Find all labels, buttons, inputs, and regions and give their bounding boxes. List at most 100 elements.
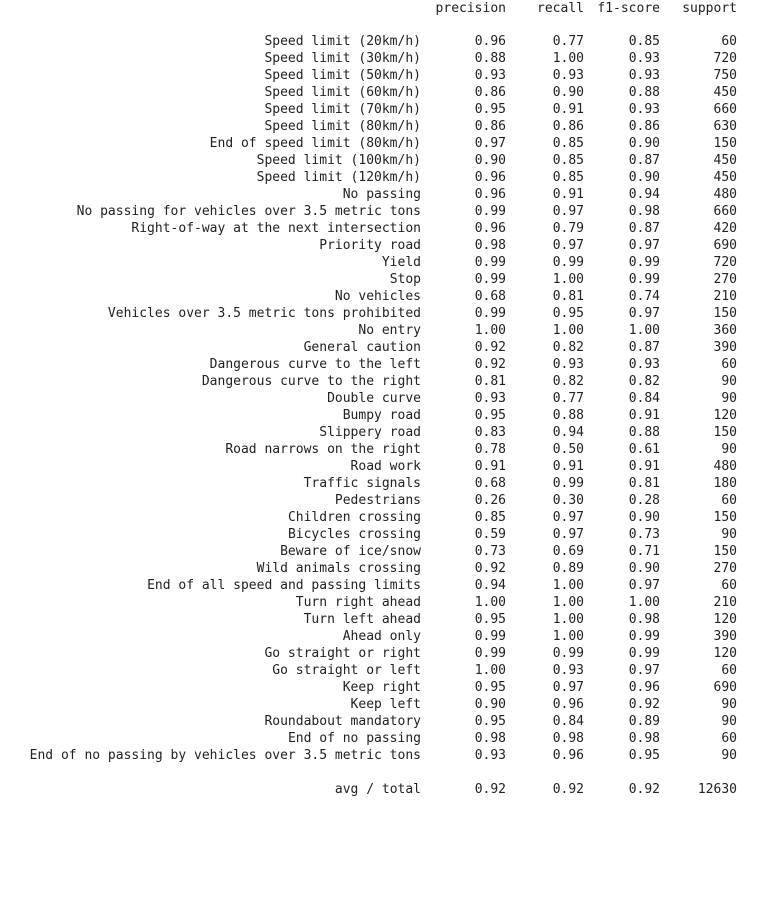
report-header: precision recall f1-score support bbox=[0, 0, 760, 17]
row-precision: 1.00 bbox=[474, 595, 506, 610]
row-precision: 0.96 bbox=[474, 221, 506, 236]
table-row: End of no passing by vehicles over 3.5 m… bbox=[0, 747, 760, 764]
row-f1-score: 0.97 bbox=[628, 238, 660, 253]
row-recall: 0.96 bbox=[552, 748, 584, 763]
header-recall: recall bbox=[537, 1, 584, 16]
row-recall: 0.95 bbox=[552, 306, 584, 321]
row-label: Priority road bbox=[319, 238, 421, 253]
row-precision: 0.97 bbox=[474, 136, 506, 151]
row-f1-score: 0.97 bbox=[628, 663, 660, 678]
row-label: Stop bbox=[389, 272, 421, 287]
table-row: Bicycles crossing 0.59 0.97 0.73 90 bbox=[0, 526, 760, 543]
row-precision: 0.99 bbox=[474, 272, 506, 287]
row-support: 180 bbox=[713, 476, 737, 491]
row-precision: 0.91 bbox=[474, 459, 506, 474]
row-label: Bicycles crossing bbox=[287, 527, 421, 542]
table-row: Priority road 0.98 0.97 0.97 690 bbox=[0, 237, 760, 254]
row-support: 360 bbox=[713, 323, 737, 338]
total-f1-score: 0.92 bbox=[628, 782, 660, 797]
row-recall: 0.93 bbox=[552, 68, 584, 83]
row-f1-score: 0.99 bbox=[628, 646, 660, 661]
row-precision: 0.93 bbox=[474, 391, 506, 406]
row-f1-score: 0.82 bbox=[628, 374, 660, 389]
row-support: 120 bbox=[713, 646, 737, 661]
row-label: Speed limit (100km/h) bbox=[256, 153, 421, 168]
table-row: Speed limit (120km/h) 0.96 0.85 0.90 450 bbox=[0, 169, 760, 186]
row-label: Pedestrians bbox=[334, 493, 421, 508]
row-label: Wild animals crossing bbox=[256, 561, 421, 576]
table-row: End of all speed and passing limits 0.94 1… bbox=[0, 577, 760, 594]
row-support: 60 bbox=[721, 34, 737, 49]
row-label: Right-of-way at the next intersection bbox=[131, 221, 421, 236]
row-label: No passing bbox=[342, 187, 421, 202]
table-row: Children crossing 0.85 0.97 0.90 150 bbox=[0, 509, 760, 526]
table-row: Beware of ice/snow 0.73 0.69 0.71 150 bbox=[0, 543, 760, 560]
row-support: 60 bbox=[721, 731, 737, 746]
row-precision: 0.95 bbox=[474, 612, 506, 627]
row-precision: 0.90 bbox=[474, 153, 506, 168]
row-f1-score: 0.90 bbox=[628, 170, 660, 185]
row-support: 60 bbox=[721, 357, 737, 372]
table-row: Keep right 0.95 0.97 0.96 690 bbox=[0, 679, 760, 696]
row-recall: 0.97 bbox=[552, 238, 584, 253]
row-recall: 0.82 bbox=[552, 374, 584, 389]
row-support: 150 bbox=[713, 136, 737, 151]
row-precision: 0.73 bbox=[474, 544, 506, 559]
table-row: Road narrows on the right 0.78 0.50 0.61 90 bbox=[0, 441, 760, 458]
table-row: Turn left ahead 0.95 1.00 0.98 120 bbox=[0, 611, 760, 628]
row-f1-score: 0.95 bbox=[628, 748, 660, 763]
row-f1-score: 0.89 bbox=[628, 714, 660, 729]
row-recall: 0.93 bbox=[552, 357, 584, 372]
row-support: 150 bbox=[713, 510, 737, 525]
row-support: 690 bbox=[713, 680, 737, 695]
row-recall: 0.77 bbox=[552, 391, 584, 406]
row-label: Road narrows on the right bbox=[225, 442, 421, 457]
table-row: Dangerous curve to the right 0.81 0.82 0.82… bbox=[0, 373, 760, 390]
row-support: 450 bbox=[713, 170, 737, 185]
row-recall: 0.85 bbox=[552, 170, 584, 185]
row-support: 720 bbox=[713, 255, 737, 270]
row-f1-score: 0.93 bbox=[628, 68, 660, 83]
table-row: Speed limit (100km/h) 0.90 0.85 0.87 450 bbox=[0, 152, 760, 169]
row-support: 420 bbox=[713, 221, 737, 236]
row-label: End of no passing bbox=[287, 731, 421, 746]
row-precision: 0.99 bbox=[474, 255, 506, 270]
row-support: 120 bbox=[713, 408, 737, 423]
row-precision: 0.68 bbox=[474, 289, 506, 304]
row-support: 630 bbox=[713, 119, 737, 134]
row-support: 150 bbox=[713, 306, 737, 321]
table-row: Speed limit (60km/h) 0.86 0.90 0.88 450 bbox=[0, 84, 760, 101]
total-precision: 0.92 bbox=[474, 782, 506, 797]
row-precision: 0.68 bbox=[474, 476, 506, 491]
row-recall: 0.97 bbox=[552, 527, 584, 542]
row-precision: 0.85 bbox=[474, 510, 506, 525]
row-f1-score: 0.98 bbox=[628, 731, 660, 746]
row-recall: 1.00 bbox=[552, 323, 584, 338]
row-label: Bumpy road bbox=[342, 408, 421, 423]
row-f1-score: 0.97 bbox=[628, 306, 660, 321]
row-f1-score: 0.87 bbox=[628, 153, 660, 168]
row-support: 90 bbox=[721, 391, 737, 406]
row-label: Speed limit (70km/h) bbox=[264, 102, 421, 117]
row-precision: 0.86 bbox=[474, 85, 506, 100]
table-row: Go straight or right 0.99 0.99 0.99 120 bbox=[0, 645, 760, 662]
row-precision: 0.90 bbox=[474, 697, 506, 712]
row-support: 90 bbox=[721, 527, 737, 542]
row-support: 90 bbox=[721, 714, 737, 729]
row-label: Beware of ice/snow bbox=[280, 544, 421, 559]
table-row: End of no passing 0.98 0.98 0.98 60 bbox=[0, 730, 760, 747]
table-row: Right-of-way at the next intersection 0.9… bbox=[0, 220, 760, 237]
row-recall: 0.91 bbox=[552, 459, 584, 474]
row-f1-score: 0.74 bbox=[628, 289, 660, 304]
row-label: Go straight or right bbox=[264, 646, 421, 661]
total-label: avg / total bbox=[334, 782, 421, 797]
row-support: 90 bbox=[721, 442, 737, 457]
row-support: 60 bbox=[721, 493, 737, 508]
row-f1-score: 0.84 bbox=[628, 391, 660, 406]
row-f1-score: 0.96 bbox=[628, 680, 660, 695]
row-label: Roundabout mandatory bbox=[264, 714, 421, 729]
row-support: 480 bbox=[713, 459, 737, 474]
row-f1-score: 0.93 bbox=[628, 51, 660, 66]
row-precision: 0.96 bbox=[474, 187, 506, 202]
row-precision: 0.92 bbox=[474, 561, 506, 576]
